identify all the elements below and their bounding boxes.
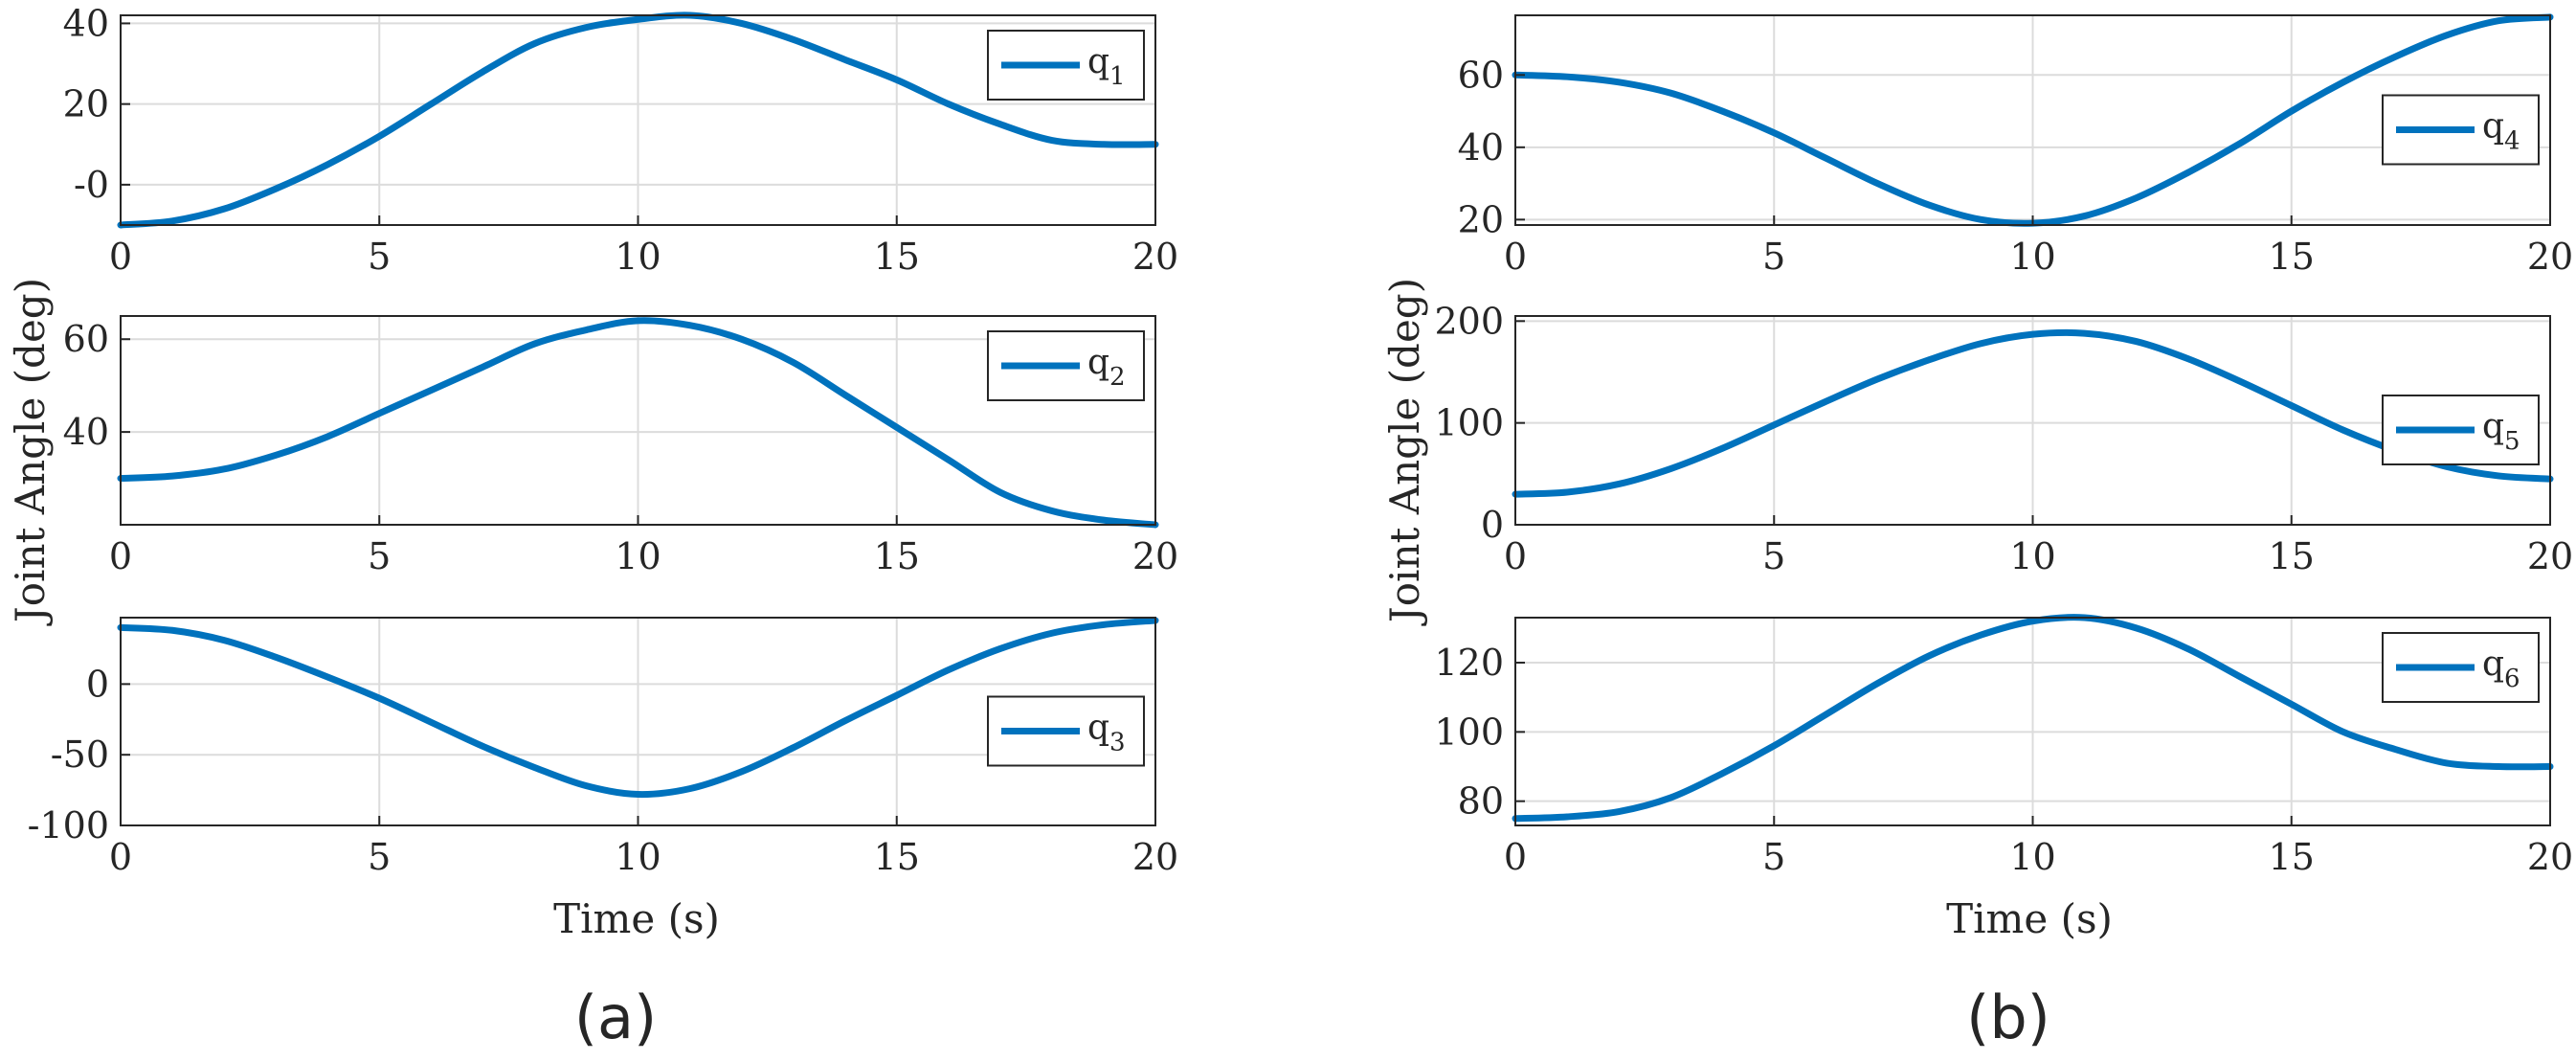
x-tick-label: 20 <box>2527 535 2573 577</box>
y-tick-label: 200 <box>1434 300 1504 342</box>
subplot-6: 0 5 10 15 20 80 100 120 q6 <box>1434 614 2573 878</box>
legend-label: q4 <box>2482 107 2520 156</box>
legend-label: q5 <box>2482 407 2520 456</box>
x-tick-label: 10 <box>2009 236 2055 278</box>
subplot-3: 0 5 10 15 20 -100 -50 0 q3 <box>28 617 1178 878</box>
series-line-q3 <box>117 617 1159 799</box>
x-tick-label: 5 <box>368 236 391 278</box>
x-tick-label: 0 <box>1504 836 1527 878</box>
y-tick-label: 80 <box>1458 780 1504 823</box>
x-tick-label: 15 <box>874 236 920 278</box>
series-line-q5 <box>1512 328 2554 498</box>
series-line-q1 <box>117 11 1159 229</box>
y-tick-label: 60 <box>63 318 109 360</box>
series-line-q2 <box>117 317 1159 529</box>
legend-label: q1 <box>1087 42 1126 91</box>
legend: q4 <box>2382 94 2540 166</box>
x-tick-label: 15 <box>874 535 920 577</box>
x-tick-label: 5 <box>1762 535 1785 577</box>
series-line-q6 <box>1512 614 2554 823</box>
x-tick-label: 15 <box>874 836 920 878</box>
legend-label: q3 <box>1087 709 1126 757</box>
x-tick-label: 15 <box>2269 836 2315 878</box>
y-tick-label: 60 <box>1458 54 1504 96</box>
x-tick-label: 15 <box>2269 535 2315 577</box>
y-tick-label: -0 <box>74 164 109 206</box>
x-tick-label: 20 <box>1132 535 1178 577</box>
x-tick-label: 20 <box>1132 836 1178 878</box>
y-tick-label: 120 <box>1434 642 1504 684</box>
x-tick-label: 20 <box>2527 236 2573 278</box>
x-tick-label: 0 <box>1504 535 1527 577</box>
x-tick-label: 15 <box>2269 236 2315 278</box>
subplot-1: 0 5 10 15 20 -0 20 40 q1 <box>63 2 1179 278</box>
y-tick-label: 0 <box>86 663 109 705</box>
subplots: 0 5 10 15 20 -0 20 40 q1 0 5 10 15 20 40 60 q2 0 5 10 15 20 -1… <box>28 2 2574 878</box>
y-tick-label: 100 <box>1434 711 1504 753</box>
xlabel-b: Time (s) <box>1946 895 2113 942</box>
panel-label-a: (a) <box>574 982 657 1052</box>
x-tick-label: 5 <box>368 535 391 577</box>
legend: q2 <box>987 330 1145 401</box>
x-tick-label: 0 <box>1504 236 1527 278</box>
y-tick-label: -100 <box>28 804 109 847</box>
x-tick-label: 20 <box>1132 236 1178 278</box>
legend: q5 <box>2382 395 2540 465</box>
x-tick-label: 10 <box>615 535 661 577</box>
subplot-4: 0 5 10 15 20 20 40 60 q4 <box>1458 13 2573 278</box>
ylabel-b: Joint Angle (deg) <box>1381 278 1428 626</box>
x-tick-label: 5 <box>1762 836 1785 878</box>
ylabel-a: Joint Angle (deg) <box>7 278 54 626</box>
panel-label-b: (b) <box>1966 982 2050 1052</box>
legend: q3 <box>987 695 1145 767</box>
x-tick-label: 10 <box>2009 535 2055 577</box>
y-tick-label: -50 <box>51 734 109 776</box>
y-tick-label: 20 <box>1458 198 1504 240</box>
x-tick-label: 20 <box>2527 836 2573 878</box>
x-tick-label: 5 <box>368 836 391 878</box>
y-tick-label: 40 <box>1458 126 1504 169</box>
x-tick-label: 10 <box>2009 836 2055 878</box>
subplot-2: 0 5 10 15 20 40 60 q2 <box>63 315 1178 577</box>
x-tick-label: 10 <box>615 236 661 278</box>
x-tick-label: 0 <box>109 236 132 278</box>
y-tick-label: 100 <box>1434 402 1504 444</box>
legend: q1 <box>987 30 1145 101</box>
y-tick-label: 20 <box>63 83 109 125</box>
y-tick-label: 0 <box>1481 504 1504 546</box>
legend: q6 <box>2382 632 2540 703</box>
y-tick-label: 40 <box>63 2 109 44</box>
x-tick-label: 5 <box>1762 236 1785 278</box>
legend-label: q2 <box>1087 343 1126 392</box>
x-tick-label: 0 <box>109 836 132 878</box>
x-tick-label: 10 <box>615 836 661 878</box>
x-tick-label: 0 <box>109 535 132 577</box>
legend-label: q6 <box>2482 644 2520 693</box>
y-tick-label: 40 <box>63 411 109 453</box>
xlabel-a: Time (s) <box>553 895 720 942</box>
